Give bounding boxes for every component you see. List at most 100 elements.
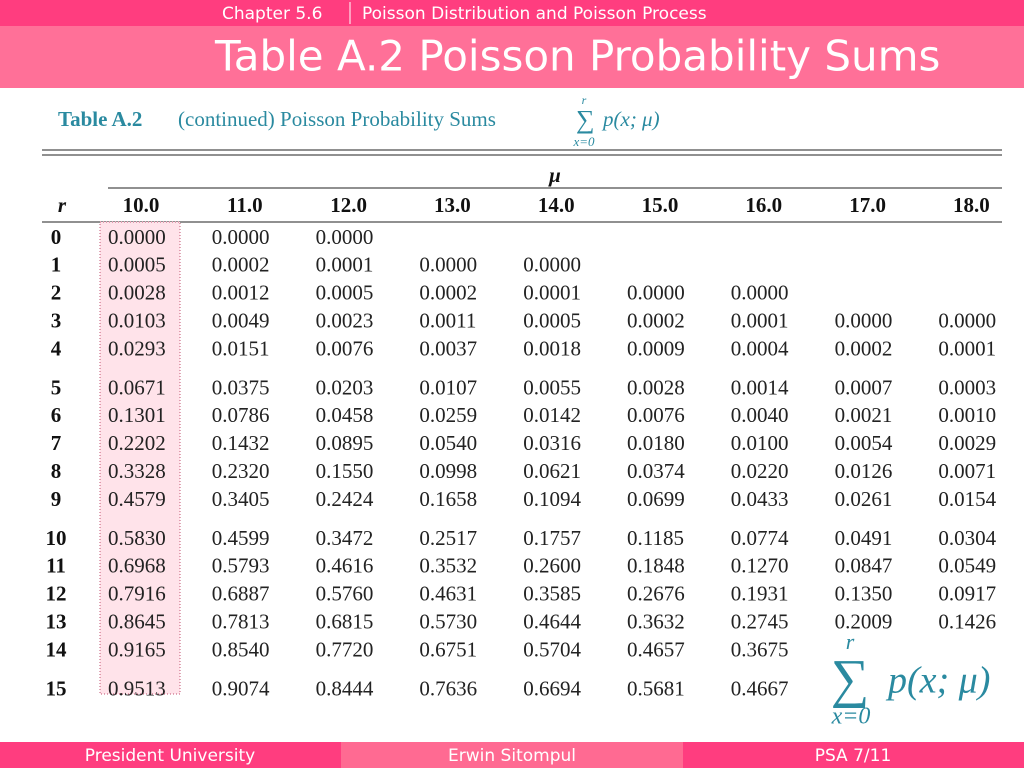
cell: 0.0003 — [938, 375, 996, 399]
cell: 0.0304 — [938, 526, 996, 550]
column-header: 12.0 — [330, 193, 367, 217]
cell: 0.0000 — [419, 253, 477, 277]
cell: 0.0699 — [627, 487, 685, 511]
cell: 0.0126 — [835, 459, 893, 483]
cell: 0.0001 — [938, 336, 996, 360]
cell: 0.0107 — [419, 375, 477, 399]
cell: 0.4667 — [731, 676, 789, 700]
cell: 0.0005 — [108, 253, 166, 277]
cell: 0.0154 — [938, 487, 996, 511]
cell: 0.1757 — [523, 526, 581, 550]
cell: 0.2676 — [627, 582, 685, 606]
cell: 0.0010 — [938, 403, 996, 427]
cell: 0.2320 — [212, 459, 270, 483]
cell: 0.0491 — [835, 526, 893, 550]
row-label: 3 — [51, 309, 62, 333]
cell: 0.1426 — [938, 610, 996, 634]
cell: 0.0000 — [108, 225, 166, 249]
column-header: 15.0 — [642, 193, 679, 217]
cell: 0.0001 — [316, 253, 374, 277]
cell: 0.0007 — [835, 375, 893, 399]
cell: 0.6887 — [212, 582, 270, 606]
cell: 0.1094 — [523, 487, 581, 511]
cell: 0.3472 — [316, 526, 374, 550]
row-label: 13 — [46, 610, 67, 634]
cell: 0.0076 — [316, 336, 374, 360]
cell: 0.0076 — [627, 403, 685, 427]
cell: 0.0011 — [419, 309, 476, 333]
footer-mid — [341, 742, 683, 768]
cell: 0.6968 — [108, 554, 166, 578]
cell: 0.0151 — [212, 336, 270, 360]
cell: 0.8540 — [212, 637, 270, 661]
sum-sign: ∑ — [831, 648, 870, 708]
cell: 0.0009 — [627, 336, 685, 360]
cell: 0.0002 — [627, 309, 685, 333]
cell: 0.0000 — [523, 253, 581, 277]
cell: 0.4631 — [419, 582, 477, 606]
cell: 0.0103 — [108, 309, 166, 333]
cell: 0.0895 — [316, 431, 374, 455]
cell: 0.5704 — [523, 637, 581, 661]
cell: 0.0458 — [316, 403, 374, 427]
cell: 0.7813 — [212, 610, 270, 634]
row-label: 11 — [46, 554, 66, 578]
cell: 0.0220 — [731, 459, 789, 483]
cell: 0.0203 — [316, 375, 374, 399]
cell: 0.0002 — [419, 281, 477, 305]
mu-label: μ — [548, 163, 561, 187]
cell: 0.0316 — [523, 431, 581, 455]
cell: 0.4657 — [627, 637, 685, 661]
cell: 0.6751 — [419, 637, 477, 661]
row-label: 0 — [51, 225, 62, 249]
cell: 0.0917 — [938, 582, 996, 606]
cell: 0.0028 — [627, 375, 685, 399]
cell: 0.0001 — [523, 281, 581, 305]
cell: 0.1931 — [731, 582, 789, 606]
cell: 0.2202 — [108, 431, 166, 455]
cell: 0.0847 — [835, 554, 893, 578]
caption-sum-top: r — [582, 93, 587, 107]
cell: 0.0029 — [938, 431, 996, 455]
table: 10.0 11.0 12.0 13.0 14.0 15.0 16.0 17.0 18.0 0 0.0… — [46, 193, 997, 701]
cell: 0.1550 — [316, 459, 374, 483]
cell: 0.3632 — [627, 610, 685, 634]
cell: 0.0774 — [731, 526, 789, 550]
cell: 0.0037 — [419, 336, 477, 360]
row-label: 6 — [51, 403, 62, 427]
r-label: r — [58, 193, 67, 217]
cell: 0.0071 — [938, 459, 996, 483]
cell: 0.0055 — [523, 375, 581, 399]
cell: 0.8444 — [316, 676, 374, 700]
cell: 0.9165 — [108, 637, 166, 661]
cell: 0.0021 — [835, 403, 893, 427]
cell: 0.0293 — [108, 336, 166, 360]
cell: 0.6815 — [316, 610, 374, 634]
row-label: 4 — [51, 336, 62, 360]
section: Poisson Distribution and Poisson Process — [362, 4, 707, 24]
column-header: 17.0 — [849, 193, 886, 217]
cell: 0.5830 — [108, 526, 166, 550]
column-header: 16.0 — [745, 193, 782, 217]
column-header: 13.0 — [434, 193, 471, 217]
column-header: 18.0 — [953, 193, 990, 217]
cell: 0.0000 — [316, 225, 374, 249]
cell: 0.0012 — [212, 281, 270, 305]
row-label: 14 — [46, 637, 68, 661]
title-band — [0, 26, 1024, 88]
cell: 0.0433 — [731, 487, 789, 511]
cell: 0.0000 — [731, 281, 789, 305]
cell: 0.3405 — [212, 487, 270, 511]
row-label: 12 — [46, 582, 67, 606]
chapter: Chapter 5.6 — [222, 4, 322, 24]
cell: 0.0004 — [731, 336, 789, 360]
cell: 0.0049 — [212, 309, 270, 333]
cell: 0.0040 — [731, 403, 789, 427]
column-header: 14.0 — [538, 193, 575, 217]
cell: 0.0261 — [835, 487, 893, 511]
caption-term: p(x; μ) — [601, 107, 660, 131]
cell: 0.7636 — [419, 676, 477, 700]
cell: 0.4579 — [108, 487, 166, 511]
cell: 0.5793 — [212, 554, 270, 578]
cell: 0.0005 — [523, 309, 581, 333]
